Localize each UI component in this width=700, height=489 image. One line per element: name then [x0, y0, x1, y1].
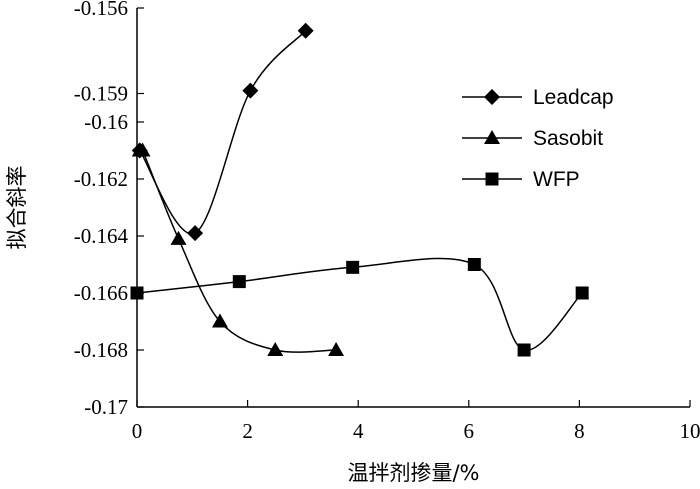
y-tick-label: -0.17 [84, 395, 128, 419]
wfp-point [232, 275, 246, 289]
sasobit-point [267, 342, 284, 356]
y-tick-label: -0.162 [74, 167, 128, 191]
wfp-point [575, 286, 589, 300]
x-tick-label: 6 [464, 419, 475, 443]
legend-item-leadcap: Leadcap [462, 86, 614, 109]
legend-label: Leadcap [533, 86, 614, 109]
series-wfp [130, 257, 589, 357]
leadcap-point [187, 225, 204, 242]
y-tick-label: -0.166 [74, 281, 128, 305]
legend-marker [484, 89, 500, 105]
axes [136, 8, 690, 408]
wfp-point [346, 260, 360, 274]
legend-label: WFP [533, 168, 580, 191]
series-layer [130, 22, 589, 357]
sasobit-point [211, 313, 228, 328]
legend-marker [484, 130, 500, 144]
y-tick-label: -0.156 [74, 0, 128, 20]
wfp-point [467, 258, 481, 271]
leadcap-point [242, 82, 259, 99]
legend-item-wfp: WFP [462, 168, 580, 191]
x-axis-title: 温拌剂掺量/% [347, 461, 479, 485]
y-tick-label: -0.164 [74, 224, 129, 248]
y-axis-title: 拟合斜率 [5, 166, 29, 250]
leadcap-point [297, 22, 314, 39]
legend-label: Sasobit [533, 127, 603, 150]
series-sasobit [131, 142, 345, 356]
sasobit-line [138, 143, 337, 353]
wfp-line [136, 257, 583, 351]
legend-item-sasobit: Sasobit [462, 127, 603, 150]
wfp-point [517, 343, 531, 357]
y-tick-label: -0.159 [74, 82, 128, 106]
sasobit-point [134, 142, 151, 157]
legend: Leadcap Sasobit WFP [462, 86, 614, 191]
wfp-point [130, 286, 144, 300]
series-leadcap [131, 22, 314, 242]
x-tick-label: 10 [680, 419, 700, 443]
leadcap-line [139, 30, 307, 235]
y-tick-label: -0.168 [74, 338, 128, 362]
y-tick-label: -0.16 [84, 110, 128, 134]
x-tick-label: 2 [242, 419, 253, 443]
x-tick-label: 0 [132, 419, 143, 443]
sasobit-point [170, 230, 187, 245]
legend-marker [485, 172, 499, 186]
sasobit-point [328, 342, 345, 356]
ticks: 0 2 4 6 8 10 -0.17 -0.168 -0.166 -0.164 -0.162 -0.1… [74, 0, 700, 443]
x-tick-label: 8 [574, 419, 585, 443]
x-tick-label: 4 [353, 419, 364, 443]
